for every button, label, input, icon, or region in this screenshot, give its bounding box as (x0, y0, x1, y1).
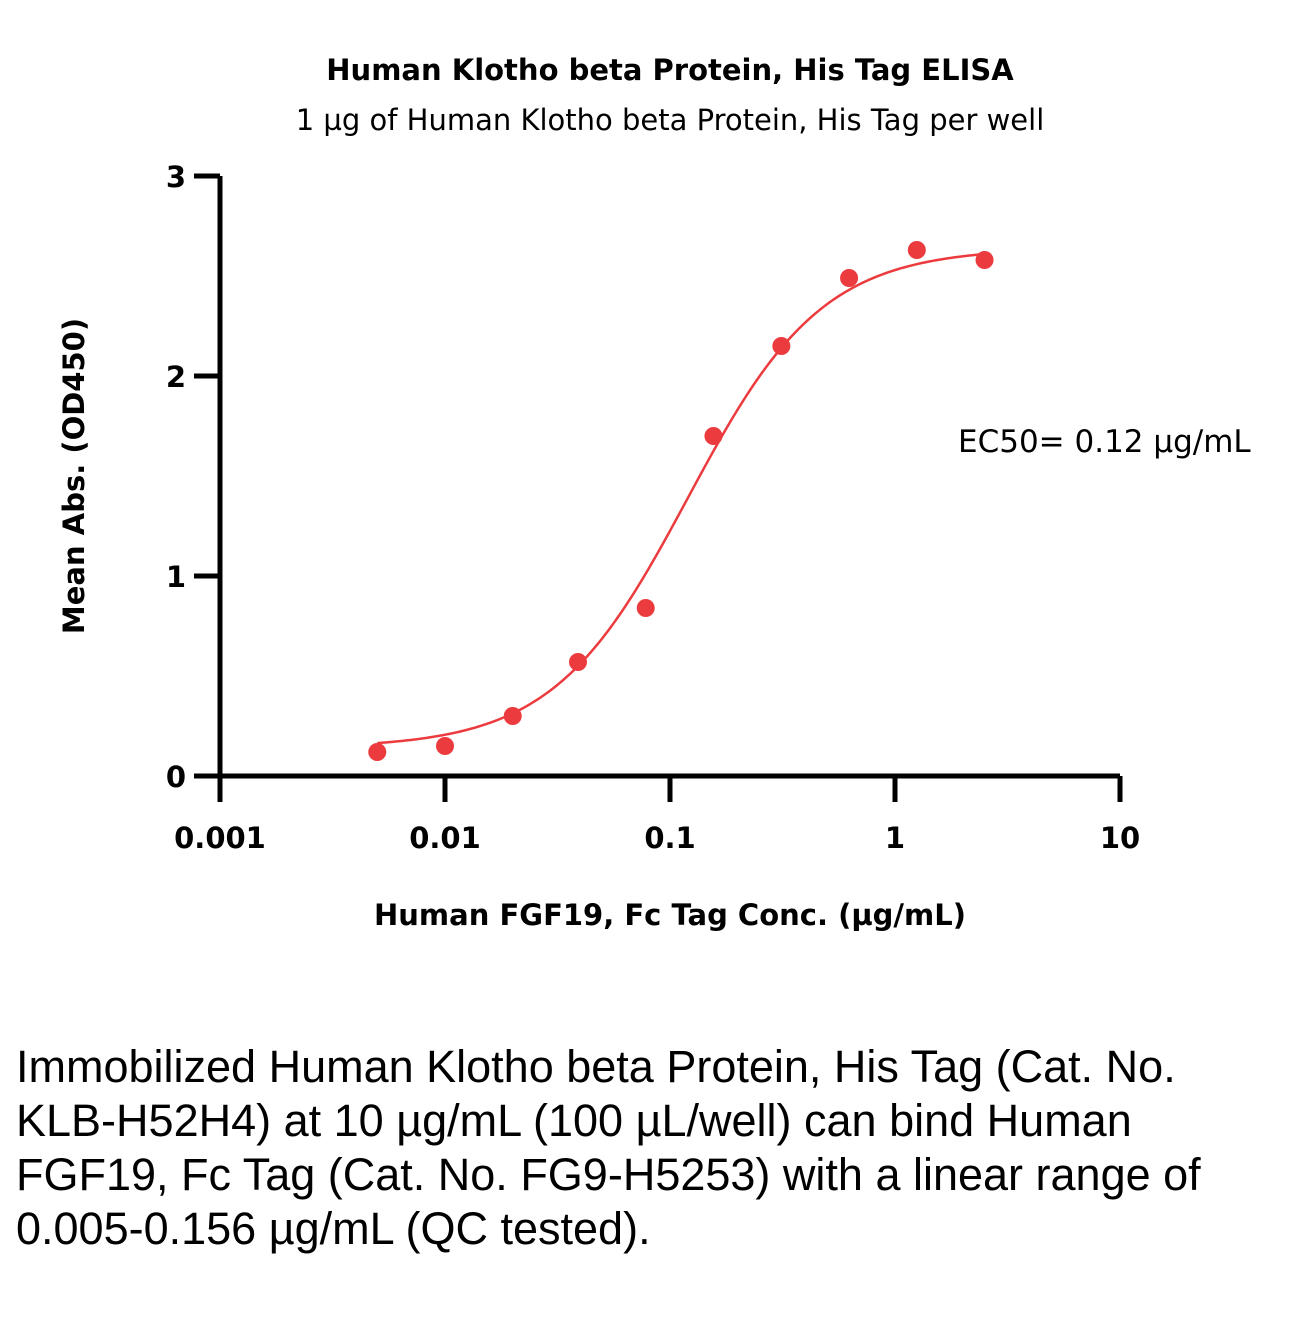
x-tick-label: 0.01 (409, 821, 481, 855)
data-point (704, 427, 723, 445)
y-tick-label: 2 (166, 360, 186, 394)
data-point (975, 251, 994, 269)
data-point (436, 737, 454, 755)
y-tick-label: 0 (166, 760, 186, 794)
data-point (840, 269, 859, 287)
y-axis-label: Mean Abs. (OD450) (57, 318, 91, 634)
y-axis-ticks: 0 1 2 3 (166, 160, 220, 794)
x-tick-label: 0.1 (644, 821, 695, 855)
x-tick-label: 1 (885, 821, 905, 855)
x-tick-label: 10 (1100, 821, 1140, 855)
chart-subtitle: 1 µg of Human Klotho beta Protein, His T… (296, 103, 1045, 137)
y-tick-label: 3 (166, 160, 186, 194)
x-tick-label: 0.001 (174, 821, 266, 855)
data-point (503, 707, 522, 725)
y-tick-label: 1 (166, 560, 186, 594)
data-point (772, 337, 791, 355)
data-point (907, 241, 926, 259)
x-axis-label: Human FGF19, Fc Tag Conc. (µg/mL) (374, 898, 966, 932)
data-point (368, 743, 387, 761)
chart-title: Human Klotho beta Protein, His Tag ELISA (326, 53, 1014, 87)
data-point (636, 599, 655, 617)
elisa-chart: Human Klotho beta Protein, His Tag ELISA… (57, 53, 1251, 932)
ec50-annotation: EC50= 0.12 µg/mL (958, 424, 1251, 460)
figure-caption: Immobilized Human Klotho beta Protein, H… (16, 1041, 1201, 1254)
fit-curve (377, 252, 985, 745)
x-axis-ticks: 0.001 0.01 0.1 1 10 (174, 776, 1140, 855)
data-points (368, 241, 994, 761)
data-point (568, 653, 587, 671)
